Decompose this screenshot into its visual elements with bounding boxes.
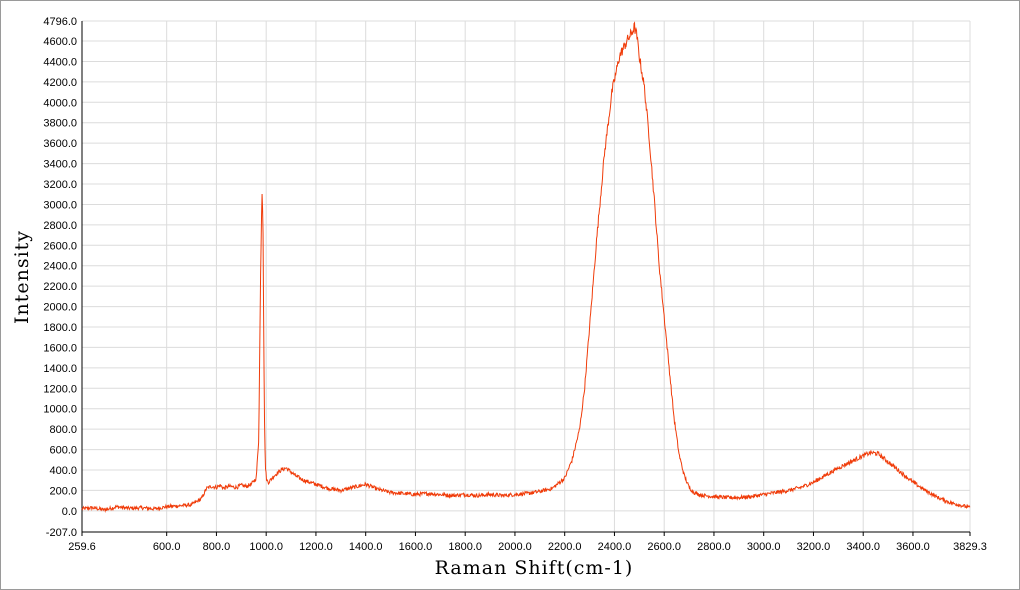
y-tick-label: 1400.0: [43, 363, 77, 375]
y-tick-label: 1800.0: [43, 322, 77, 334]
x-tick-label: 3600.0: [896, 541, 930, 553]
y-tick-label: 2400.0: [43, 261, 77, 273]
y-tick-label: 600.0: [49, 445, 77, 457]
y-tick-label: 400.0: [49, 465, 77, 477]
x-tick-label: 600.0: [153, 541, 181, 553]
y-tick-label: 1600.0: [43, 342, 77, 354]
x-tick-label: 2600.0: [647, 541, 681, 553]
y-tick-label: 2600.0: [43, 240, 77, 252]
x-tick-label: 2200.0: [548, 541, 582, 553]
x-tick-label: 1000.0: [249, 541, 283, 553]
y-tick-label: 3000.0: [43, 199, 77, 211]
x-tick-label: 259.6: [68, 541, 96, 553]
y-tick-labels: -207.0 0.0 200.0 400.0 600.0 800.0 1000.0 1200.…: [43, 16, 77, 539]
x-tick-label: 2000.0: [498, 541, 532, 553]
y-tick-label: 1200.0: [43, 383, 77, 395]
x-tick-label: 1800.0: [448, 541, 482, 553]
y-tick-label: 4400.0: [43, 56, 77, 68]
y-tick-label: 3400.0: [43, 159, 77, 171]
axes: [81, 21, 971, 536]
x-tick-label: 2400.0: [598, 541, 632, 553]
y-tick-label: 3200.0: [43, 179, 77, 191]
x-tick-label: 1600.0: [399, 541, 433, 553]
y-tick-label: 2000.0: [43, 302, 77, 314]
y-tick-label: -207.0: [46, 527, 77, 539]
x-tick-label: 2800.0: [697, 541, 731, 553]
spectrum-line: [81, 21, 971, 514]
y-tick-label: 4000.0: [43, 97, 77, 109]
x-axis-title: Raman Shift(cm-1): [435, 557, 634, 579]
y-tick-label: 4796.0: [43, 16, 77, 28]
x-tick-labels: 259.6 600.0 800.0 1000.0 1200.0 1400.0 1600.0 1…: [68, 541, 987, 553]
y-tick-label: 200.0: [49, 485, 77, 497]
y-tick-label: 800.0: [49, 424, 77, 436]
x-tick-label: 1400.0: [349, 541, 383, 553]
y-tick-label: 1000.0: [43, 404, 77, 416]
x-tick-label: 3200.0: [797, 541, 831, 553]
y-tick-label: 3800.0: [43, 118, 77, 130]
x-tick-label: 1200.0: [299, 541, 333, 553]
x-tick-label: 3400.0: [846, 541, 880, 553]
x-tick-label: 800.0: [203, 541, 231, 553]
y-tick-label: 4200.0: [43, 77, 77, 89]
grid-lines: [81, 20, 971, 533]
y-axis-title: Intensity: [11, 230, 33, 324]
y-tick-label: 3600.0: [43, 138, 77, 150]
x-tick-label: 3000.0: [747, 541, 781, 553]
y-tick-label: 0.0: [62, 506, 77, 518]
y-tick-label: 2200.0: [43, 281, 77, 293]
y-tick-label: 4600.0: [43, 36, 77, 48]
y-tick-label: 2800.0: [43, 220, 77, 232]
x-tick-label: 3829.3: [953, 541, 987, 553]
